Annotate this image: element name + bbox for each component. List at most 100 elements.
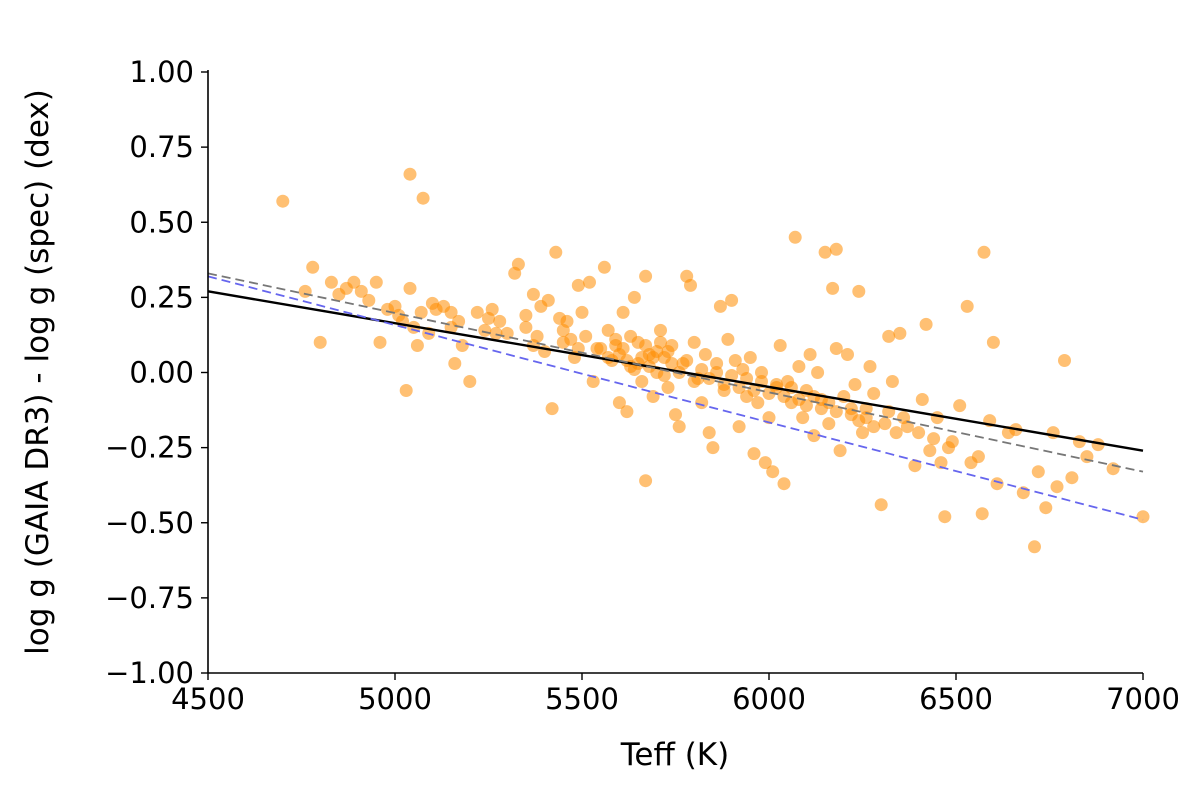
points-layer bbox=[276, 167, 1150, 554]
data-point bbox=[463, 375, 477, 388]
data-point bbox=[986, 335, 1000, 349]
data-point bbox=[818, 245, 832, 259]
data-point bbox=[661, 345, 675, 358]
data-point bbox=[1028, 540, 1041, 554]
data-point bbox=[695, 363, 709, 376]
data-point bbox=[646, 351, 660, 364]
data-point bbox=[575, 305, 589, 319]
data-point bbox=[732, 420, 746, 434]
y-tick-label: 0.25 bbox=[129, 280, 194, 314]
data-point bbox=[1106, 462, 1120, 476]
data-point bbox=[811, 366, 825, 379]
data-point bbox=[977, 245, 991, 259]
y-tick-label: 1.00 bbox=[129, 55, 194, 89]
y-tick-label: −1.00 bbox=[105, 656, 194, 690]
y-tick-label: 0.00 bbox=[129, 356, 194, 390]
data-point bbox=[938, 510, 952, 524]
data-point bbox=[975, 507, 989, 521]
data-point bbox=[698, 348, 712, 361]
data-point bbox=[654, 323, 667, 337]
data-point bbox=[844, 402, 858, 416]
y-axis-label: log g (GAIA DR3) - log g (spec) (dex) bbox=[20, 89, 56, 655]
y-tick-label: −0.75 bbox=[105, 581, 194, 615]
data-point bbox=[743, 351, 757, 364]
data-point bbox=[519, 320, 533, 334]
data-point bbox=[571, 278, 585, 292]
x-tick-label: 5500 bbox=[545, 682, 619, 716]
data-point bbox=[470, 305, 484, 319]
data-point bbox=[680, 354, 694, 367]
data-point bbox=[597, 260, 611, 274]
data-point bbox=[927, 432, 941, 446]
fit-line-dashed bbox=[207, 275, 1144, 521]
data-point bbox=[859, 402, 873, 416]
ticks-layer: 4500 5000 5500 6000 6500 7000 1.00 0.75 0.50 0.25… bbox=[105, 55, 1180, 716]
data-point bbox=[755, 366, 768, 379]
data-point bbox=[766, 465, 780, 479]
data-point bbox=[848, 378, 862, 391]
data-point bbox=[612, 396, 626, 410]
data-point bbox=[601, 323, 615, 337]
data-point bbox=[953, 399, 967, 413]
data-point bbox=[639, 269, 653, 283]
data-point bbox=[893, 326, 907, 340]
data-point bbox=[885, 375, 899, 388]
data-point bbox=[354, 284, 368, 298]
data-point bbox=[448, 357, 462, 370]
data-point bbox=[639, 339, 653, 352]
data-point bbox=[829, 342, 843, 355]
data-point bbox=[654, 335, 667, 349]
data-point bbox=[799, 399, 813, 413]
data-point bbox=[912, 426, 926, 440]
data-point bbox=[583, 275, 596, 289]
data-point bbox=[777, 477, 791, 491]
data-point bbox=[416, 191, 430, 205]
data-point bbox=[826, 281, 840, 295]
data-point bbox=[373, 335, 387, 349]
data-point bbox=[347, 275, 361, 289]
data-point bbox=[777, 390, 791, 403]
data-point bbox=[444, 305, 458, 319]
data-point bbox=[841, 348, 854, 361]
x-tick-label: 5000 bbox=[358, 682, 432, 716]
data-point bbox=[747, 384, 761, 397]
y-tick-label: 0.75 bbox=[129, 130, 194, 164]
data-point bbox=[478, 323, 492, 337]
fit-line-solid bbox=[207, 290, 1144, 452]
data-point bbox=[541, 293, 555, 307]
data-point bbox=[702, 426, 716, 440]
data-point bbox=[923, 444, 937, 458]
data-point bbox=[788, 230, 802, 244]
data-point bbox=[1039, 501, 1053, 515]
data-point bbox=[324, 275, 338, 289]
data-point bbox=[313, 335, 327, 349]
data-point bbox=[1058, 354, 1071, 367]
data-point bbox=[874, 498, 888, 512]
data-point bbox=[710, 357, 724, 370]
x-tick-label: 7000 bbox=[1106, 682, 1180, 716]
data-point bbox=[990, 477, 1004, 491]
data-point bbox=[519, 308, 533, 322]
data-point bbox=[713, 299, 727, 313]
data-point bbox=[414, 305, 428, 319]
data-point bbox=[276, 194, 290, 208]
data-point bbox=[362, 293, 376, 307]
data-point bbox=[684, 278, 697, 292]
data-point bbox=[489, 326, 503, 340]
data-point bbox=[732, 381, 746, 394]
data-point bbox=[942, 441, 955, 455]
data-point bbox=[889, 426, 903, 440]
x-tick-label: 6000 bbox=[732, 682, 806, 716]
data-point bbox=[511, 257, 525, 271]
data-point bbox=[695, 396, 709, 410]
data-point bbox=[1031, 465, 1045, 479]
data-point bbox=[620, 405, 634, 419]
data-point bbox=[1136, 510, 1150, 524]
data-point bbox=[829, 405, 843, 419]
x-tick-label: 6500 bbox=[919, 682, 993, 716]
data-point bbox=[915, 393, 929, 406]
data-point bbox=[878, 417, 892, 431]
data-point bbox=[482, 311, 495, 325]
